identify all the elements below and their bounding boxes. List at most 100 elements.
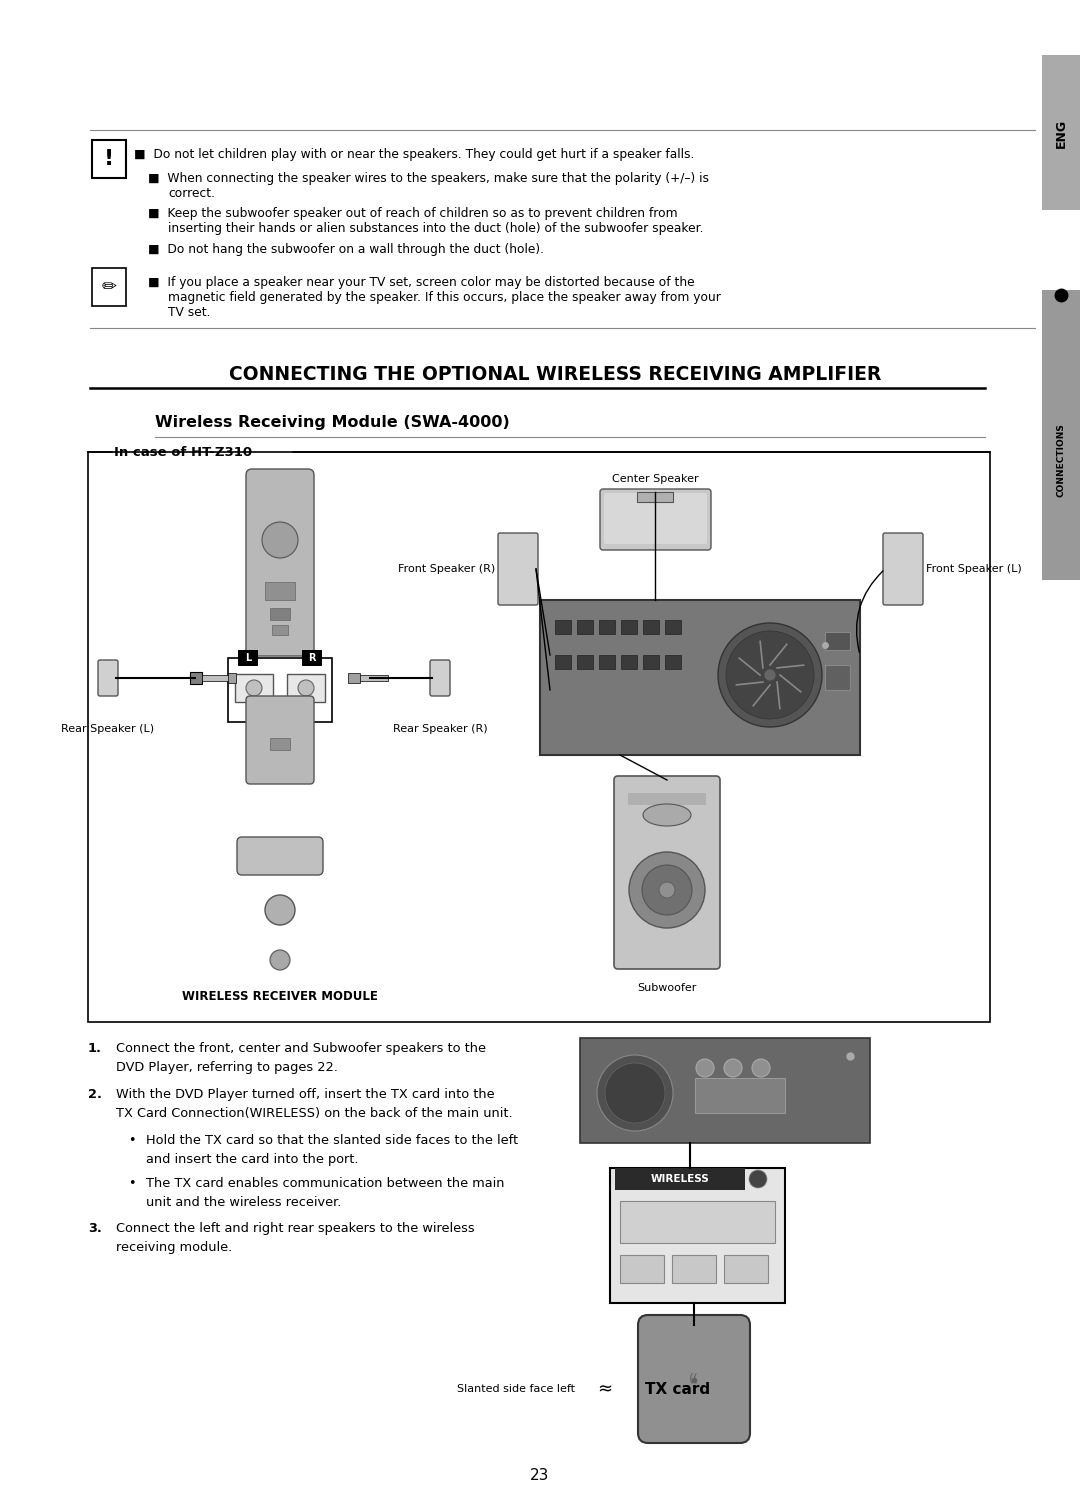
Text: ≈: ≈ bbox=[597, 1380, 612, 1398]
Text: correct.: correct. bbox=[168, 186, 215, 200]
Ellipse shape bbox=[643, 804, 691, 827]
Text: inserting their hands or alien substances into the duct (hole) of the subwoofer : inserting their hands or alien substance… bbox=[168, 222, 703, 236]
Bar bbox=[265, 582, 295, 600]
Text: With the DVD Player turned off, insert the TX card into the: With the DVD Player turned off, insert t… bbox=[116, 1088, 495, 1101]
FancyBboxPatch shape bbox=[98, 659, 118, 695]
Text: 1.: 1. bbox=[87, 1041, 102, 1055]
Circle shape bbox=[696, 1059, 714, 1077]
Circle shape bbox=[298, 680, 314, 695]
Text: L: L bbox=[245, 653, 252, 662]
Bar bbox=[87, 452, 990, 1022]
Circle shape bbox=[752, 1059, 770, 1077]
Bar bbox=[555, 655, 571, 668]
Circle shape bbox=[605, 1062, 665, 1123]
Text: DVD Player, referring to pages 22.: DVD Player, referring to pages 22. bbox=[116, 1061, 338, 1074]
Circle shape bbox=[718, 624, 822, 727]
Text: WIRELESS: WIRELESS bbox=[650, 1174, 710, 1185]
Text: R: R bbox=[308, 653, 315, 662]
Circle shape bbox=[629, 852, 705, 928]
Bar bbox=[621, 621, 637, 634]
Circle shape bbox=[642, 865, 692, 915]
Text: Connect the front, center and Subwoofer speakers to the: Connect the front, center and Subwoofer … bbox=[116, 1041, 486, 1055]
Circle shape bbox=[726, 631, 814, 719]
Text: Rear Speaker (L): Rear Speaker (L) bbox=[62, 724, 154, 734]
Text: Center Speaker: Center Speaker bbox=[611, 474, 699, 483]
Bar bbox=[620, 1201, 775, 1243]
Bar bbox=[1042, 55, 1080, 210]
FancyBboxPatch shape bbox=[237, 837, 323, 874]
Bar bbox=[190, 671, 202, 683]
Circle shape bbox=[750, 1170, 767, 1188]
Bar bbox=[825, 665, 850, 689]
Bar bbox=[357, 674, 388, 680]
Text: ■  Do not let children play with or near the speakers. They could get hurt if a : ■ Do not let children play with or near … bbox=[134, 148, 694, 161]
Bar bbox=[555, 621, 571, 634]
FancyBboxPatch shape bbox=[430, 659, 450, 695]
Bar bbox=[643, 621, 659, 634]
Bar bbox=[665, 655, 681, 668]
Text: 23: 23 bbox=[530, 1468, 550, 1483]
Text: 2.: 2. bbox=[87, 1088, 102, 1101]
Text: TX Card Connection(WIRELESS) on the back of the main unit.: TX Card Connection(WIRELESS) on the back… bbox=[116, 1107, 513, 1120]
FancyBboxPatch shape bbox=[246, 468, 314, 656]
Text: ✏: ✏ bbox=[102, 278, 117, 295]
Bar bbox=[637, 492, 673, 501]
Text: WIRELESS RECEIVER MODULE: WIRELESS RECEIVER MODULE bbox=[183, 991, 378, 1003]
Circle shape bbox=[724, 1059, 742, 1077]
Text: Rear Speaker (R): Rear Speaker (R) bbox=[393, 724, 487, 734]
Bar bbox=[825, 633, 850, 651]
Text: ■  If you place a speaker near your TV set, screen color may be distorted becaus: ■ If you place a speaker near your TV se… bbox=[148, 276, 694, 289]
Bar bbox=[577, 655, 593, 668]
Bar bbox=[665, 621, 681, 634]
Bar bbox=[696, 1079, 785, 1113]
Bar bbox=[272, 625, 288, 636]
Text: Front Speaker (L): Front Speaker (L) bbox=[926, 564, 1022, 574]
Text: Front Speaker (R): Front Speaker (R) bbox=[397, 564, 495, 574]
Text: receiving module.: receiving module. bbox=[116, 1241, 232, 1253]
Bar bbox=[92, 269, 126, 306]
Bar bbox=[724, 1255, 768, 1283]
Bar bbox=[580, 1038, 870, 1143]
Bar bbox=[238, 651, 258, 665]
Bar bbox=[599, 621, 615, 634]
Circle shape bbox=[597, 1055, 673, 1131]
Text: TV set.: TV set. bbox=[168, 306, 211, 319]
Circle shape bbox=[262, 522, 298, 558]
Text: The TX card enables communication between the main: The TX card enables communication betwee… bbox=[146, 1177, 504, 1191]
Text: •: • bbox=[129, 1177, 135, 1191]
Text: Connect the left and right rear speakers to the wireless: Connect the left and right rear speakers… bbox=[116, 1222, 474, 1235]
Circle shape bbox=[246, 680, 262, 695]
Text: ((: (( bbox=[689, 1374, 699, 1386]
Bar bbox=[610, 1168, 785, 1303]
Bar bbox=[202, 674, 232, 680]
Text: magnetic field generated by the speaker. If this occurs, place the speaker away : magnetic field generated by the speaker.… bbox=[168, 291, 720, 304]
Bar bbox=[1042, 289, 1080, 580]
Bar bbox=[621, 655, 637, 668]
Bar bbox=[599, 655, 615, 668]
Text: and insert the card into the port.: and insert the card into the port. bbox=[146, 1153, 359, 1167]
Bar bbox=[270, 739, 291, 750]
Text: CONNECTIONS: CONNECTIONS bbox=[1056, 424, 1066, 497]
Text: 3.: 3. bbox=[87, 1222, 102, 1235]
Text: Subwoofer: Subwoofer bbox=[637, 983, 697, 994]
Bar bbox=[627, 794, 706, 806]
Text: In case of HT-Z310: In case of HT-Z310 bbox=[114, 446, 252, 458]
FancyBboxPatch shape bbox=[638, 1314, 750, 1443]
Bar bbox=[643, 655, 659, 668]
Bar bbox=[228, 673, 237, 683]
FancyBboxPatch shape bbox=[604, 492, 707, 545]
Text: !: ! bbox=[104, 149, 114, 169]
Bar bbox=[577, 621, 593, 634]
FancyBboxPatch shape bbox=[246, 695, 314, 783]
Circle shape bbox=[265, 895, 295, 925]
FancyBboxPatch shape bbox=[600, 489, 711, 551]
Text: Slanted side face left: Slanted side face left bbox=[457, 1385, 575, 1394]
Bar bbox=[270, 609, 291, 621]
Bar bbox=[348, 673, 360, 683]
Bar bbox=[235, 674, 273, 703]
Text: Hold the TX card so that the slanted side faces to the left: Hold the TX card so that the slanted sid… bbox=[146, 1134, 518, 1147]
Circle shape bbox=[659, 882, 675, 898]
Bar bbox=[92, 140, 126, 178]
Text: TX card: TX card bbox=[645, 1382, 711, 1397]
Bar bbox=[615, 1168, 745, 1191]
